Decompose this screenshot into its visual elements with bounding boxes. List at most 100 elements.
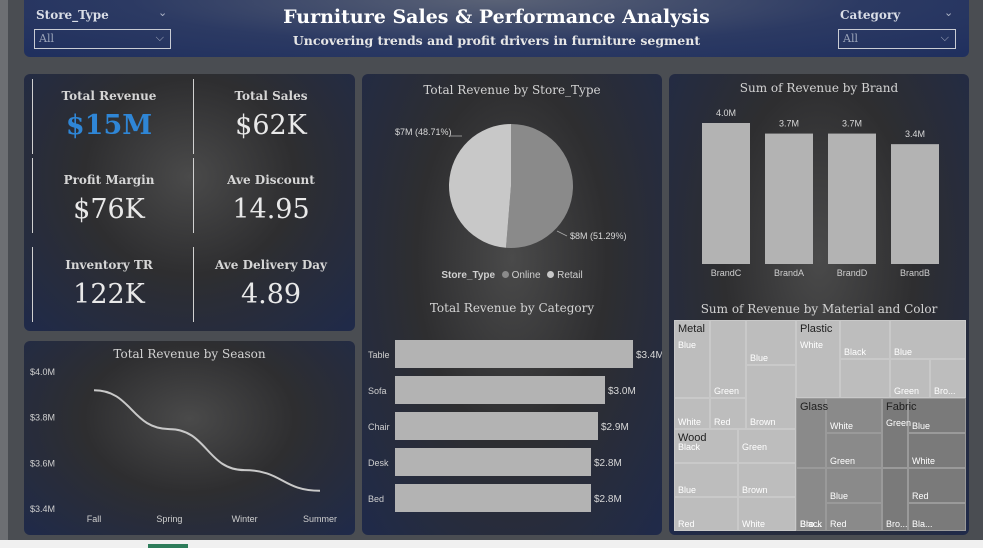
divider [193, 79, 194, 154]
divider [32, 158, 33, 233]
material-color-treemap[interactable]: Metal Blue Green Blue Brown White Red Plastic Bl… [674, 320, 966, 531]
store-type-slicer-dropdown[interactable]: All ⌵ [34, 29, 171, 49]
pie-legend-title: Store_Type [441, 270, 496, 281]
category-axis-label: Bed [368, 494, 384, 504]
x-tick-label: Fall [87, 514, 102, 524]
brand-bar[interactable] [828, 133, 876, 264]
category-bar[interactable] [395, 340, 633, 368]
y-tick-label: $3.8M [30, 413, 55, 423]
total-revenue-value: $15M [65, 110, 153, 141]
divider [193, 158, 194, 233]
brand-axis-label: BrandC [711, 268, 742, 278]
store-category-panel: Total Revenue by Store_Type $7M (48.71%)… [362, 74, 662, 535]
pie-slice-online[interactable] [449, 124, 511, 248]
total-sales-value: $62K [235, 110, 307, 141]
treemap-cell-label: Red [678, 519, 695, 529]
chevron-down-icon: ⌵ [940, 31, 949, 44]
category-slicer-dropdown[interactable]: All ⌵ [838, 29, 956, 49]
treemap-cell[interactable] [882, 398, 908, 468]
profit-margin-value: $76K [73, 194, 145, 225]
treemap-group-wood[interactable] [674, 429, 796, 531]
inventory-tr-label: Inventory TR [65, 258, 153, 272]
treemap-cell[interactable] [826, 468, 882, 503]
treemap-cell[interactable] [746, 365, 796, 429]
category-axis-label: Chair [368, 422, 390, 432]
treemap-cell[interactable] [746, 320, 796, 365]
kpi-panel: Total Revenue $15M Total Sales $62K Prof… [24, 74, 355, 331]
category-slicer-value: All [843, 32, 858, 45]
treemap-cell-label: Blue [912, 421, 931, 431]
treemap-group-label: Plastic [800, 323, 833, 335]
category-bar[interactable] [395, 484, 591, 512]
pie-legend-retail: Retail [557, 270, 583, 281]
treemap-cell[interactable] [882, 468, 908, 531]
x-tick-label: Winter [232, 514, 258, 524]
category-bar[interactable] [395, 376, 605, 404]
x-tick-label: Summer [303, 514, 337, 524]
active-page-tab[interactable] [148, 544, 188, 548]
x-tick-label: Spring [156, 514, 182, 524]
treemap-cell[interactable] [796, 398, 826, 468]
treemap-cell[interactable] [908, 398, 966, 433]
treemap-cell[interactable] [796, 468, 826, 531]
treemap-cell[interactable] [738, 497, 796, 531]
treemap-cell[interactable] [840, 359, 890, 398]
ave-discount-value: 14.95 [232, 194, 310, 225]
y-tick-label: $3.6M [30, 458, 55, 468]
treemap-cell[interactable] [674, 497, 738, 531]
store-type-pie-chart[interactable]: $7M (48.71%) $8M (51.29%) [362, 74, 662, 294]
treemap-cell-label: Black [800, 519, 823, 529]
treemap-cell[interactable] [738, 429, 796, 463]
profit-margin-label: Profit Margin [63, 173, 155, 187]
brand-bar[interactable] [765, 133, 813, 264]
pie-slice-retail[interactable] [505, 124, 573, 248]
treemap-cell[interactable] [674, 463, 738, 497]
season-chart-panel[interactable]: Total Revenue by Season $3.4M $3.6M $3.8M $… [24, 341, 355, 535]
treemap-cell[interactable] [674, 398, 710, 429]
divider [32, 247, 33, 322]
treemap-cell-label: Black [678, 442, 701, 452]
treemap-cell[interactable] [826, 433, 882, 468]
treemap-cell-label: White [800, 340, 824, 350]
category-bar-chart[interactable]: Table $3.4M Sofa $3.0M Chair $2.9M Desk $2.8M Be… [362, 304, 662, 534]
treemap-cell[interactable] [890, 320, 966, 359]
treemap-cell[interactable] [710, 320, 746, 398]
category-bar-value: $2.8M [594, 458, 622, 469]
category-axis-label: Table [368, 350, 390, 360]
store-type-slicer-value: All [39, 32, 54, 45]
brand-bar[interactable] [891, 144, 939, 264]
treemap-cell-label: Blue [894, 347, 913, 357]
treemap-cell[interactable] [908, 503, 966, 531]
treemap-cell[interactable] [674, 429, 738, 463]
treemap-cell-label: Blue [830, 491, 849, 501]
treemap-cell[interactable] [840, 320, 890, 359]
page-tabs-bar [0, 540, 983, 548]
treemap-cell-label: White [830, 421, 854, 431]
brand-bar-chart[interactable]: 4.0M BrandC 3.7M BrandA 3.7M BrandD 3.4M BrandB [669, 74, 969, 294]
treemap-cell[interactable] [674, 320, 710, 398]
category-bar[interactable] [395, 412, 598, 440]
chevron-down-icon: ⌄ [944, 6, 954, 19]
treemap-cell[interactable] [930, 359, 966, 398]
treemap-cell-label: White [742, 519, 766, 529]
treemap-cell-label: Black [844, 347, 867, 357]
total-revenue-label: Total Revenue [61, 89, 157, 103]
brand-bar[interactable] [702, 123, 750, 264]
brand-axis-label: BrandB [900, 268, 930, 278]
treemap-cell[interactable] [908, 433, 966, 468]
brand-axis-label: BrandD [837, 268, 868, 278]
pie-leader-line [556, 230, 568, 237]
treemap-cell-label: Green [742, 442, 768, 452]
treemap-cell[interactable] [826, 503, 882, 531]
treemap-cell[interactable] [826, 398, 882, 433]
category-axis-label: Desk [368, 458, 389, 468]
treemap-cell[interactable] [738, 463, 796, 497]
category-bar[interactable] [395, 448, 591, 476]
pie-label-online: $7M (48.71%) [395, 127, 452, 137]
pie-legend-online: Online [511, 270, 541, 281]
treemap-cell[interactable] [796, 320, 840, 398]
treemap-cell[interactable] [908, 468, 966, 503]
treemap-cell[interactable] [710, 398, 746, 429]
treemap-cell[interactable] [890, 359, 930, 398]
divider [193, 247, 194, 322]
